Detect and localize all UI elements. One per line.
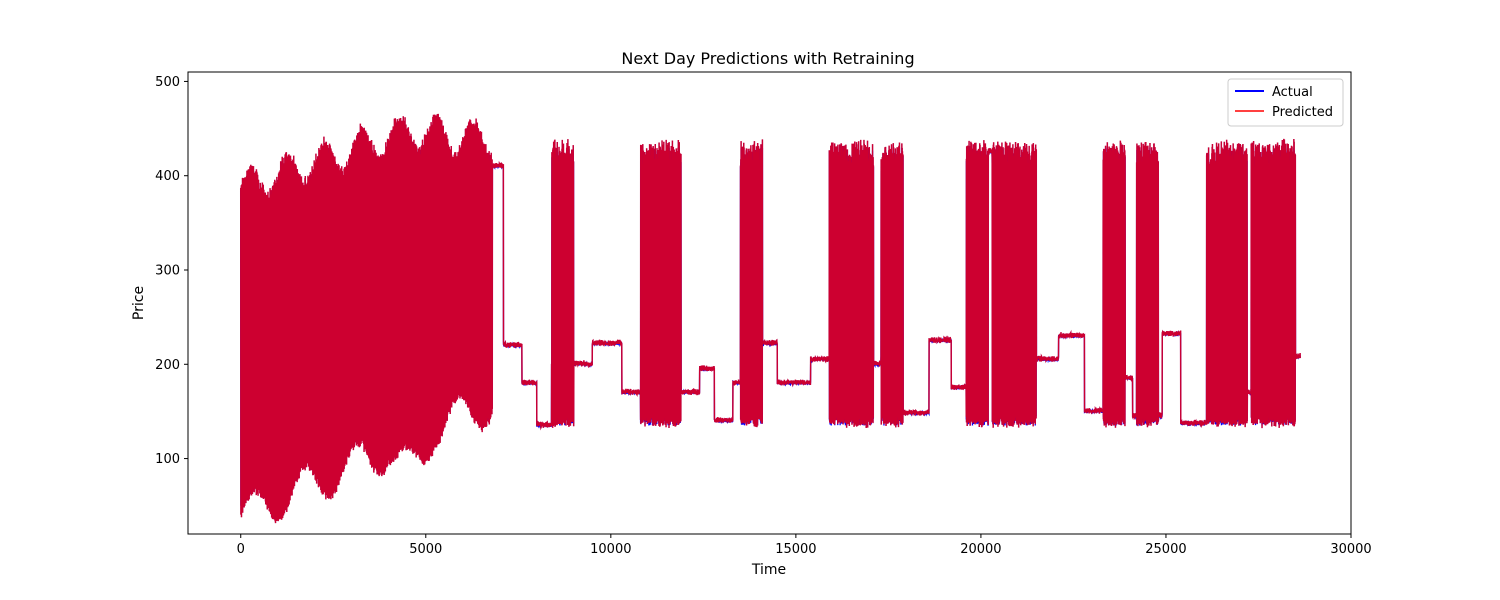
axes-frame — [187, 71, 1352, 535]
x-tick-label: 0 — [237, 542, 245, 557]
x-axis-label: Time — [751, 562, 786, 578]
x-tick-label: 15000 — [775, 542, 816, 557]
y-axis: 100 200 300 400 500 — [155, 75, 188, 467]
plot-area — [239, 113, 1301, 524]
y-tick-label: 100 — [155, 452, 180, 467]
x-tick-label: 25000 — [1145, 542, 1186, 557]
y-tick-label: 500 — [155, 75, 180, 90]
x-tick-label: 30000 — [1330, 542, 1371, 557]
y-tick-label: 400 — [155, 169, 180, 184]
legend-actual-label: Actual — [1272, 85, 1313, 100]
x-tick-label: 10000 — [590, 542, 631, 557]
legend: Actual Predicted — [1227, 78, 1344, 127]
y-tick-label: 200 — [155, 358, 180, 373]
x-axis: 0 5000 10000 15000 20000 25000 30000 — [237, 534, 1372, 557]
series-predicted-line — [239, 113, 1301, 524]
legend-predicted-label: Predicted — [1272, 105, 1333, 120]
x-tick-label: 5000 — [409, 542, 442, 557]
chart-title: Next Day Predictions with Retraining — [621, 49, 914, 68]
y-axis-label: Price — [131, 286, 147, 320]
y-tick-label: 300 — [155, 264, 180, 279]
series-predicted-highlight — [240, 113, 1301, 524]
x-tick-label: 20000 — [960, 542, 1001, 557]
